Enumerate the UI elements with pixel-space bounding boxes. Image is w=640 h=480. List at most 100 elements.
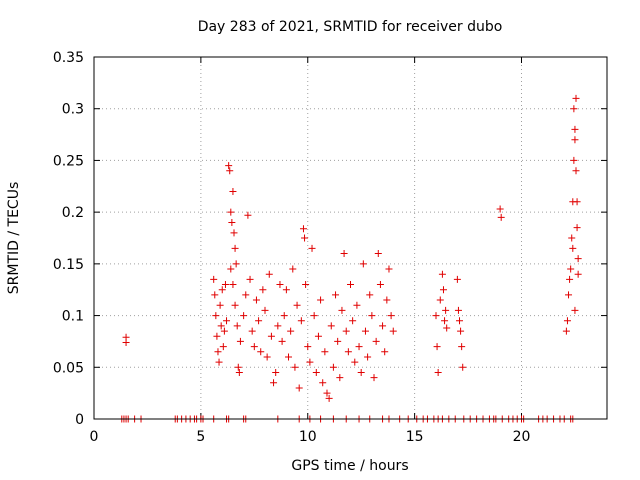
data-point	[285, 353, 293, 361]
data-point	[332, 291, 340, 299]
data-point	[231, 301, 239, 309]
y-tick-label: 0.2	[62, 205, 84, 221]
data-point	[357, 368, 365, 376]
data-point	[263, 353, 271, 361]
data-point	[338, 306, 346, 314]
data-point	[336, 374, 344, 382]
data-point	[293, 301, 301, 309]
data-point	[342, 327, 350, 335]
data-point	[383, 296, 391, 304]
data-point	[270, 379, 278, 387]
data-point	[223, 317, 231, 325]
data-point	[325, 394, 333, 402]
data-point	[282, 286, 290, 294]
y-axis-label: SRMTID / TECUs	[6, 182, 22, 295]
x-tick-label: 5	[196, 429, 205, 445]
data-point	[355, 343, 363, 351]
data-point	[321, 348, 329, 356]
data-point	[244, 211, 252, 219]
data-point	[353, 301, 361, 309]
data-point	[497, 213, 505, 221]
x-tick-label: 20	[513, 429, 531, 445]
data-point	[454, 306, 462, 314]
data-point	[323, 389, 331, 397]
data-point	[571, 125, 579, 133]
data-point	[287, 327, 295, 335]
data-point	[566, 275, 574, 283]
data-point	[327, 322, 335, 330]
data-point	[210, 275, 218, 283]
data-point	[387, 312, 395, 320]
data-point	[574, 270, 582, 278]
data-point	[242, 291, 250, 299]
data-point	[370, 374, 378, 382]
axis-ticks: 0 0.05 0.1 0.15 0.2 0.25 0.3 0.35 0 5 10 15 20	[53, 50, 607, 445]
data-point	[214, 348, 222, 356]
data-point	[347, 281, 354, 289]
data-point	[458, 343, 466, 351]
data-point	[317, 296, 325, 304]
data-point	[229, 281, 237, 289]
data-point	[376, 281, 384, 289]
data-points	[118, 94, 582, 423]
data-point	[215, 358, 223, 366]
data-point	[250, 343, 258, 351]
data-point	[267, 332, 275, 340]
data-point	[361, 327, 369, 335]
data-point	[562, 327, 570, 335]
data-point	[349, 317, 357, 325]
data-point	[216, 301, 224, 309]
data-point	[344, 348, 352, 356]
x-tick-label: 0	[90, 429, 99, 445]
data-point	[433, 343, 441, 351]
data-point	[218, 286, 226, 294]
data-point	[381, 348, 389, 356]
data-point	[459, 363, 467, 371]
data-point	[573, 198, 581, 206]
x-tick-label: 10	[299, 429, 317, 445]
data-point	[227, 265, 235, 273]
data-point	[233, 322, 241, 330]
data-point	[570, 156, 578, 164]
data-point	[432, 312, 440, 320]
y-tick-label: 0.1	[62, 309, 84, 325]
data-point	[572, 94, 580, 102]
data-point	[438, 270, 446, 278]
data-point	[236, 337, 244, 345]
data-point	[122, 338, 130, 346]
data-point	[225, 162, 233, 170]
data-point	[302, 281, 310, 289]
data-point	[319, 379, 327, 387]
y-tick-label: 0.25	[53, 153, 84, 169]
data-point	[280, 312, 288, 320]
data-point	[372, 337, 380, 345]
data-point	[299, 225, 307, 233]
data-point	[359, 260, 367, 268]
data-point	[255, 317, 263, 325]
data-point	[329, 363, 337, 371]
data-point	[568, 234, 576, 242]
data-point	[230, 229, 238, 237]
data-point	[274, 322, 282, 330]
data-point	[217, 322, 225, 330]
data-point	[231, 244, 239, 252]
data-point	[456, 317, 464, 325]
data-point	[496, 205, 504, 213]
data-point	[565, 291, 573, 299]
grid	[94, 57, 607, 419]
data-point	[310, 312, 318, 320]
data-point	[278, 337, 286, 345]
data-point	[374, 250, 382, 258]
data-point	[439, 286, 447, 294]
data-point	[226, 167, 234, 175]
data-point	[308, 244, 316, 252]
data-point	[567, 265, 575, 273]
data-point	[240, 312, 248, 320]
data-point	[246, 275, 254, 283]
data-point	[574, 255, 582, 263]
data-point	[306, 358, 314, 366]
data-point	[221, 281, 229, 289]
y-tick-label: 0	[75, 412, 84, 428]
data-point	[570, 105, 578, 113]
chart-title: Day 283 of 2021, SRMTID for receiver dub…	[198, 19, 503, 35]
